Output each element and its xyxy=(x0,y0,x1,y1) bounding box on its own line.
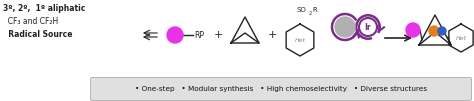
Circle shape xyxy=(406,23,420,37)
Text: R: R xyxy=(312,7,317,13)
Text: Het: Het xyxy=(456,35,466,41)
Text: Het: Het xyxy=(294,37,306,43)
Circle shape xyxy=(438,27,446,35)
Text: 3º, 2º,  1º aliphatic: 3º, 2º, 1º aliphatic xyxy=(3,4,85,13)
Text: SO: SO xyxy=(297,7,307,13)
FancyBboxPatch shape xyxy=(91,77,472,100)
Text: CF₃ and CF₂H: CF₃ and CF₂H xyxy=(3,17,58,26)
Circle shape xyxy=(167,27,183,43)
Text: • One-step   • Modular synthesis   • High chemoselectivity   • Diverse structure: • One-step • Modular synthesis • High ch… xyxy=(135,86,427,92)
Circle shape xyxy=(359,18,377,36)
Text: Radical Source: Radical Source xyxy=(3,30,73,39)
Text: RP: RP xyxy=(194,31,204,39)
Circle shape xyxy=(335,17,355,37)
Text: +: + xyxy=(267,30,277,40)
Circle shape xyxy=(429,26,439,36)
Text: +: + xyxy=(213,30,223,40)
Text: Ir: Ir xyxy=(365,23,371,32)
Text: 2: 2 xyxy=(309,11,312,16)
